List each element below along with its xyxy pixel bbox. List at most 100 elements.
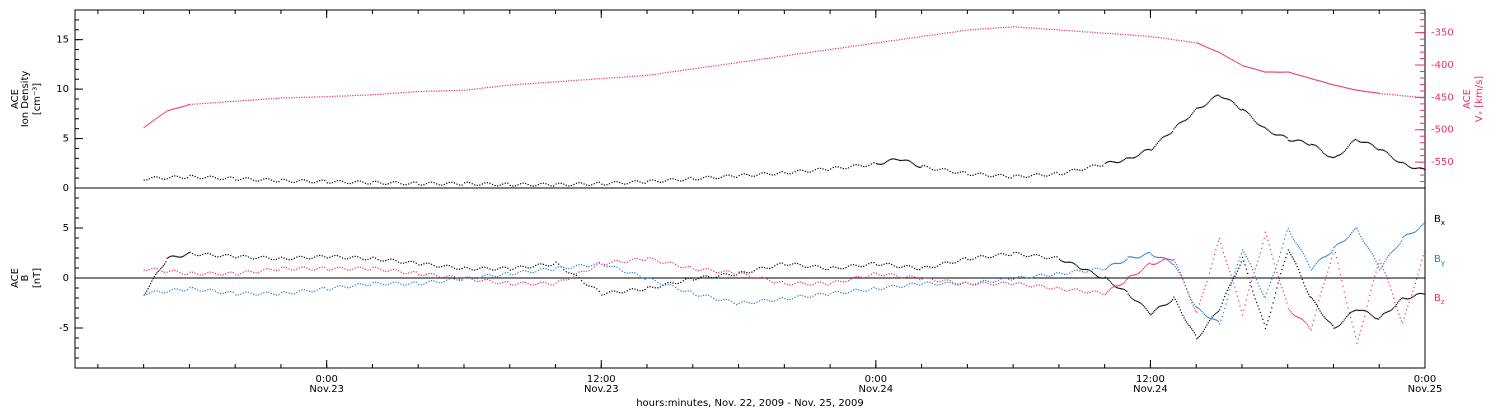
- bx-point: [652, 286, 654, 288]
- density-point: [1310, 143, 1312, 145]
- density-point: [199, 178, 201, 180]
- bx-point: [1398, 300, 1400, 302]
- bx-point: [1197, 337, 1199, 339]
- density-point: [181, 177, 183, 179]
- bx-point: [1423, 293, 1425, 295]
- bx-point: [446, 264, 448, 266]
- density-point: [748, 174, 750, 176]
- vx-point: [1202, 44, 1204, 47]
- vx-point: [784, 55, 786, 57]
- density-point: [878, 163, 880, 165]
- density-point: [1172, 131, 1174, 133]
- density-point: [1240, 109, 1242, 111]
- bz-point: [1238, 300, 1240, 302]
- bx-point: [1311, 298, 1314, 300]
- vx-point: [1122, 33, 1124, 36]
- density-point: [781, 170, 783, 173]
- bz-point: [456, 277, 458, 279]
- vx-point: [1013, 26, 1015, 28]
- density-point: [884, 162, 886, 164]
- vx-point: [1213, 49, 1216, 52]
- vx-point: [1346, 87, 1348, 89]
- by-point: [1074, 269, 1076, 272]
- density-point: [547, 184, 550, 186]
- by-point: [1299, 247, 1301, 249]
- bz-point: [1207, 276, 1209, 279]
- bx-point: [977, 255, 979, 258]
- density-point: [565, 184, 567, 186]
- bz-point: [181, 273, 183, 275]
- bx-point: [148, 285, 150, 287]
- density-point: [941, 168, 944, 170]
- bx-point: [957, 260, 959, 263]
- bz-point: [1278, 279, 1281, 282]
- density-point: [578, 182, 580, 184]
- bz-point: [608, 262, 611, 264]
- bx-point: [1315, 303, 1317, 305]
- bz-point: [308, 268, 311, 270]
- density-point: [425, 183, 428, 185]
- bx-point: [1151, 312, 1153, 314]
- by-point: [1207, 316, 1209, 319]
- bx-point: [702, 275, 705, 277]
- bx-point: [273, 259, 275, 261]
- vx-point: [150, 121, 152, 124]
- bz-point: [863, 277, 865, 279]
- vx-point: [817, 50, 819, 52]
- bz-point: [425, 273, 428, 275]
- by-point: [982, 279, 984, 282]
- bx-point: [1112, 283, 1114, 286]
- vx-point: [1337, 85, 1339, 87]
- bx-point: [181, 256, 183, 258]
- bx-point: [647, 286, 649, 288]
- bx-point: [319, 254, 321, 257]
- density-point: [1182, 120, 1184, 123]
- density-point: [486, 182, 489, 184]
- by-point: [822, 293, 824, 295]
- density-point: [769, 173, 771, 175]
- density-point: [560, 182, 562, 184]
- bz-point: [1322, 287, 1324, 289]
- density-point: [1224, 97, 1226, 100]
- bx-point: [1395, 304, 1397, 306]
- bz-point: [954, 282, 956, 284]
- bz-point: [372, 266, 374, 269]
- vx-point: [466, 89, 468, 91]
- by-point: [830, 293, 832, 295]
- by-point: [692, 293, 694, 295]
- bz-point: [738, 272, 740, 275]
- bz-point: [1386, 278, 1389, 280]
- bz-point: [1189, 299, 1192, 301]
- density-point: [532, 185, 534, 187]
- vx-point: [1211, 48, 1213, 51]
- bz-point: [1066, 290, 1068, 292]
- by-point: [1388, 254, 1390, 257]
- bx-point: [769, 267, 771, 270]
- bz-point: [537, 282, 539, 285]
- vx-point: [990, 27, 992, 30]
- by-point: [1423, 222, 1425, 224]
- bx-point: [1343, 319, 1345, 321]
- density-point: [481, 183, 483, 185]
- density-point: [1130, 157, 1132, 159]
- density-point: [1341, 153, 1343, 155]
- by-point: [1375, 260, 1377, 262]
- bz-point: [1161, 259, 1164, 261]
- bz-point: [225, 273, 227, 275]
- bz-point: [977, 283, 979, 285]
- by-point: [1355, 227, 1357, 229]
- density-point: [799, 169, 801, 171]
- bx-point: [163, 263, 166, 265]
- by-point: [1385, 258, 1387, 260]
- by-point: [169, 290, 171, 292]
- bx-point: [583, 282, 585, 284]
- bx-point: [781, 262, 783, 264]
- by-point: [344, 286, 346, 288]
- bx-point: [1376, 318, 1378, 320]
- by-point: [375, 281, 377, 283]
- bz-point: [163, 271, 166, 273]
- by-point: [860, 290, 862, 292]
- bx-point: [675, 282, 677, 285]
- density-point: [758, 173, 761, 175]
- bx-point: [855, 264, 857, 266]
